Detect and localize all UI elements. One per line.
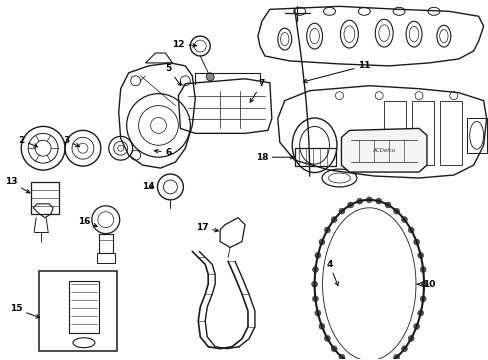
Circle shape xyxy=(407,336,413,341)
Circle shape xyxy=(324,336,330,341)
Circle shape xyxy=(347,202,353,208)
Text: 19: 19 xyxy=(0,359,1,360)
Bar xyxy=(69,281,99,333)
Text: 4: 4 xyxy=(325,260,338,285)
Circle shape xyxy=(420,281,426,287)
Text: 9: 9 xyxy=(0,359,1,360)
Circle shape xyxy=(318,239,324,245)
Text: 5: 5 xyxy=(165,64,181,86)
Text: 20: 20 xyxy=(0,359,1,360)
Circle shape xyxy=(417,310,423,316)
Circle shape xyxy=(401,346,407,352)
Circle shape xyxy=(366,197,371,203)
Circle shape xyxy=(312,296,318,302)
Text: 11: 11 xyxy=(303,62,370,82)
Bar xyxy=(384,100,405,165)
Circle shape xyxy=(393,354,399,360)
Circle shape xyxy=(338,208,344,214)
Circle shape xyxy=(407,227,413,233)
Text: 1: 1 xyxy=(0,359,1,360)
Bar xyxy=(294,148,336,166)
Bar xyxy=(99,234,113,253)
Text: 3: 3 xyxy=(63,136,79,147)
Circle shape xyxy=(314,310,320,316)
Circle shape xyxy=(375,198,381,204)
Bar xyxy=(466,118,486,153)
Circle shape xyxy=(338,354,344,360)
Circle shape xyxy=(384,202,390,208)
Text: 7: 7 xyxy=(249,79,264,102)
Circle shape xyxy=(324,227,330,233)
Circle shape xyxy=(419,266,425,273)
Polygon shape xyxy=(341,129,426,172)
Text: 8: 8 xyxy=(0,359,1,360)
Bar xyxy=(31,182,59,214)
Bar xyxy=(97,253,115,264)
Circle shape xyxy=(417,252,423,258)
Text: 12: 12 xyxy=(172,40,196,49)
Circle shape xyxy=(413,239,419,245)
Circle shape xyxy=(419,296,425,302)
Circle shape xyxy=(413,323,419,329)
Bar xyxy=(411,100,433,165)
Text: 14: 14 xyxy=(142,183,155,192)
Text: 13: 13 xyxy=(5,177,30,193)
Circle shape xyxy=(206,73,214,81)
Circle shape xyxy=(401,217,407,222)
Text: ACDelco: ACDelco xyxy=(372,148,395,153)
Text: 17: 17 xyxy=(196,223,218,232)
Circle shape xyxy=(330,346,336,352)
Text: 18: 18 xyxy=(255,153,293,162)
Circle shape xyxy=(356,198,362,204)
Bar xyxy=(439,100,461,165)
Text: 10: 10 xyxy=(417,280,434,289)
Circle shape xyxy=(311,281,317,287)
Circle shape xyxy=(318,323,324,329)
Bar xyxy=(39,271,117,351)
Text: 6: 6 xyxy=(154,148,171,157)
Circle shape xyxy=(312,266,318,273)
Circle shape xyxy=(314,252,320,258)
Text: 2: 2 xyxy=(18,136,38,147)
Circle shape xyxy=(393,208,399,214)
Text: 16: 16 xyxy=(78,217,97,227)
Circle shape xyxy=(330,217,336,222)
Text: 15: 15 xyxy=(10,305,40,318)
